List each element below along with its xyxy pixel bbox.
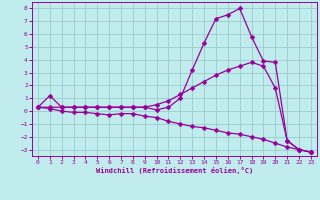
X-axis label: Windchill (Refroidissement éolien,°C): Windchill (Refroidissement éolien,°C) [96, 167, 253, 174]
